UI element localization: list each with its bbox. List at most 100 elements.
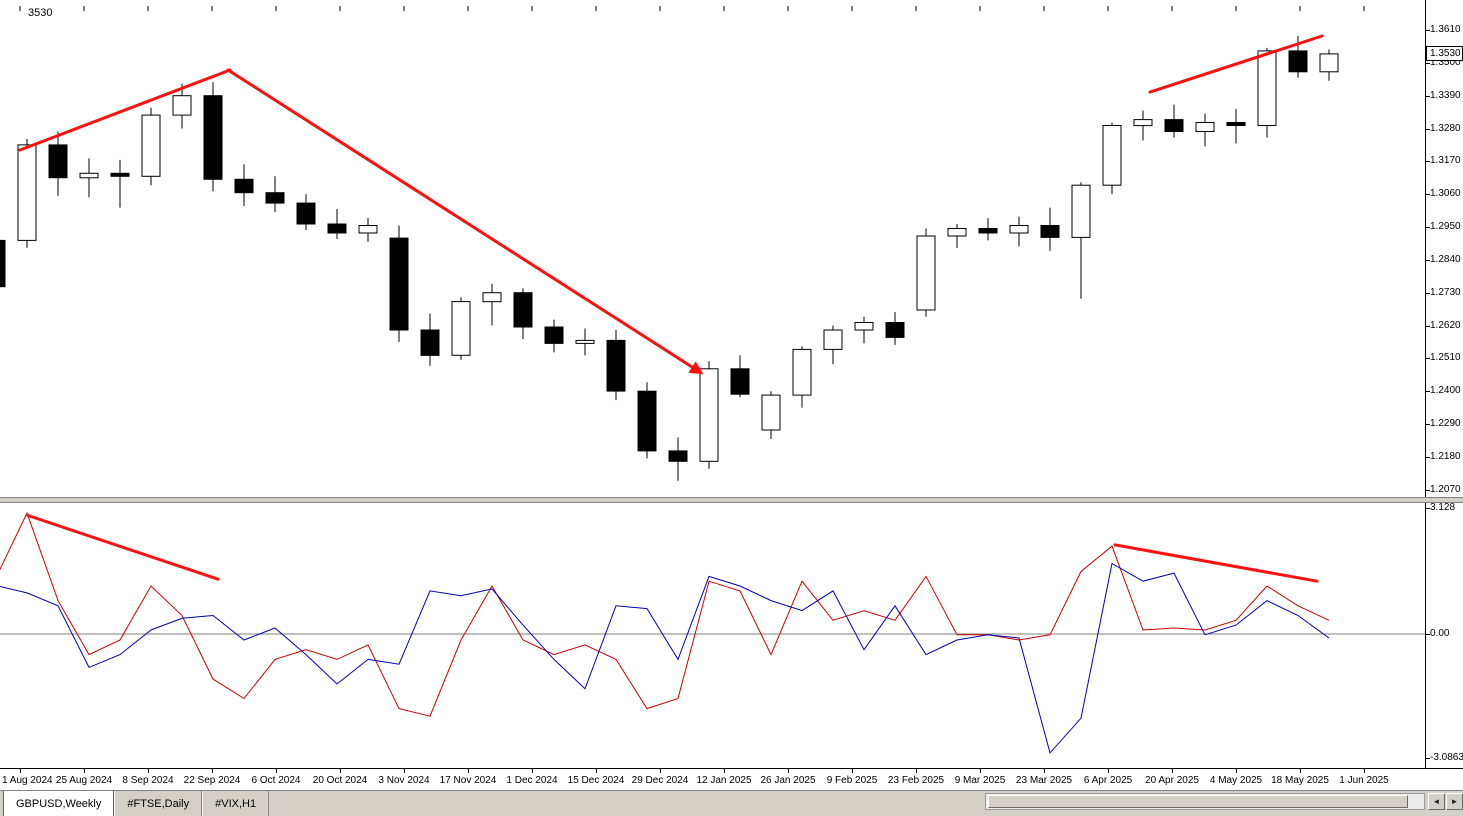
price-tick-label: 1.2400 (1430, 385, 1461, 396)
tab-ftse-daily[interactable]: #FTSE,Daily (114, 791, 203, 816)
price-tick-label: 1.2510 (1430, 352, 1461, 363)
tab-vix-h1[interactable]: #VIX,H1 (202, 791, 270, 816)
date-tick-label: 9 Mar 2025 (954, 775, 1006, 786)
date-tick-label: 22 Sep 2024 (183, 775, 241, 786)
date-tick-label: 1 Dec 2024 (506, 775, 558, 786)
price-tick-label: 1.3610 (1430, 24, 1461, 35)
indicator-tick-label: 3.128 (1430, 502, 1456, 513)
price-tick-label: 1.3060 (1430, 188, 1461, 199)
price-tick (1426, 30, 1430, 31)
price-tick (1426, 227, 1430, 228)
date-tick (84, 769, 85, 773)
candle (172, 83, 192, 129)
date-tick-label: 15 Dec 2024 (567, 775, 625, 786)
scroll-left-button[interactable]: ◄ (1428, 793, 1445, 810)
horizontal-scrollbar[interactable] (985, 793, 1425, 810)
date-tick (1300, 769, 1301, 773)
candle (792, 346, 812, 408)
date-tick-label: 20 Oct 2024 (312, 775, 368, 786)
candle (327, 209, 347, 239)
indicator-tick (1426, 634, 1430, 635)
trendline-up[interactable] (18, 68, 232, 152)
candle (420, 313, 440, 366)
indicator-canvas[interactable] (0, 503, 1425, 768)
date-tick (980, 769, 981, 773)
candle (265, 176, 285, 213)
date-tick (596, 769, 597, 773)
price-tick-label: 1.2620 (1430, 320, 1461, 331)
candle (1040, 207, 1060, 251)
candle (730, 355, 750, 398)
candle (1009, 216, 1029, 247)
candle (296, 194, 316, 230)
price-tick (1426, 424, 1430, 425)
price-tick (1426, 96, 1430, 97)
date-tick (660, 769, 661, 773)
scroll-right-button[interactable]: ► (1446, 793, 1463, 810)
date-tick (1364, 769, 1365, 773)
date-tick (276, 769, 277, 773)
price-tick (1426, 326, 1430, 327)
date-tick-label: 25 Aug 2024 (55, 775, 113, 786)
candle (1226, 109, 1246, 144)
date-tick (724, 769, 725, 773)
candle (513, 288, 533, 339)
main-chart-canvas[interactable] (0, 0, 1425, 497)
date-tick-label: 1 Aug 2024 (2, 775, 53, 786)
indicator-tick (1426, 508, 1430, 509)
date-tick (148, 769, 149, 773)
date-axis[interactable]: 1 Aug 2024 25 Aug 2024 8 Sep 2024 22 Sep 20… (0, 768, 1463, 790)
date-tick-label: 4 May 2025 (1209, 775, 1263, 786)
candle (1195, 113, 1215, 147)
date-tick (1044, 769, 1045, 773)
price-readout: 3530 (28, 7, 53, 19)
panel-splitter[interactable] (0, 497, 1463, 503)
price-tick-label: 1.3390 (1430, 90, 1461, 101)
candle (916, 228, 936, 317)
date-tick (468, 769, 469, 773)
indicator-trendline[interactable] (26, 514, 220, 581)
candle (17, 139, 37, 248)
indicator-trendline[interactable] (1113, 543, 1319, 583)
candle (482, 283, 502, 326)
trendline-down[interactable] (226, 68, 704, 375)
price-tick (1426, 260, 1430, 261)
date-tick (212, 769, 213, 773)
indicator-tick (1426, 758, 1430, 759)
candle (761, 391, 781, 439)
indicator-tick-label: 0.00 (1430, 628, 1450, 639)
date-tick (20, 769, 21, 773)
candle (451, 297, 471, 360)
date-tick-label: 9 Feb 2025 (826, 775, 878, 786)
date-tick-label: 23 Feb 2025 (887, 775, 945, 786)
date-tick (340, 769, 341, 773)
candle (575, 328, 595, 356)
indicator-blue-line (0, 562, 1330, 754)
date-tick-label: 1 Jun 2025 (1339, 775, 1389, 786)
candle (637, 382, 657, 459)
date-tick (916, 769, 917, 773)
indicator-tick-label: -3.0863 (1430, 752, 1463, 763)
trendline-up[interactable] (1148, 34, 1324, 94)
price-tick (1426, 129, 1430, 130)
date-tick-label: 20 Apr 2025 (1145, 775, 1199, 786)
price-tick (1426, 194, 1430, 195)
tab-gbpusd-weekly[interactable]: GBPUSD,Weekly (3, 791, 115, 816)
chart-tab-strip: GBPUSD,Weekly #FTSE,Daily #VIX,H1 (0, 791, 1463, 816)
date-tick-label: 29 Dec 2024 (631, 775, 689, 786)
current-price-label: 1.3530 (1426, 46, 1463, 61)
scrollbar-thumb[interactable] (988, 795, 1408, 808)
candle (1102, 122, 1122, 195)
candle (885, 312, 905, 345)
indicator-red-line (0, 511, 1330, 717)
date-tick-label: 12 Jan 2025 (696, 775, 752, 786)
candle (606, 330, 626, 401)
date-tick-label: 6 Apr 2025 (1083, 775, 1133, 786)
date-tick-label: 8 Sep 2024 (122, 775, 174, 786)
candle (79, 158, 99, 198)
price-tick (1426, 457, 1430, 458)
price-axis[interactable]: 1.3530 1.3610 1.3500 1.3390 1.3280 1.3170 1.3… (1425, 0, 1463, 768)
candle (854, 316, 874, 344)
candle (978, 218, 998, 241)
